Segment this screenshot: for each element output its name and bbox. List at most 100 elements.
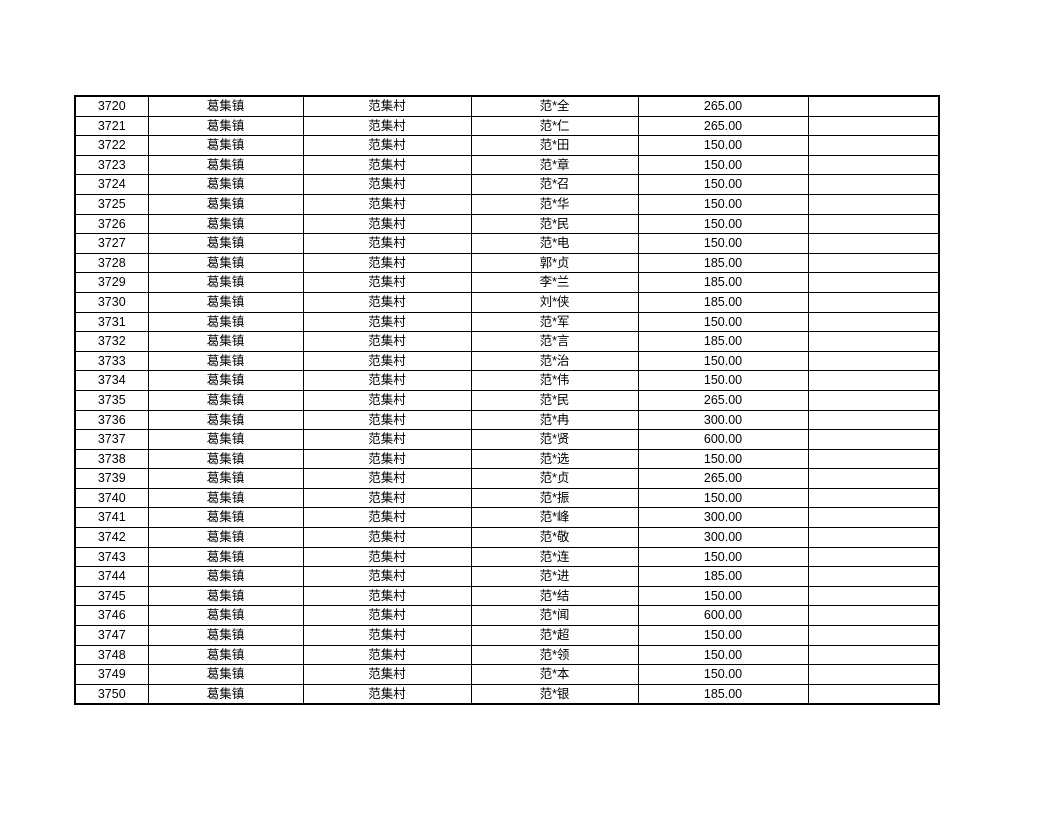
cell-town: 葛集镇	[147, 429, 304, 450]
cell-note	[807, 291, 940, 313]
cell-amount: 300.00	[637, 507, 809, 529]
cell-person-name: 范*章	[470, 154, 639, 176]
cell-amount: 150.00	[637, 311, 809, 333]
cell-person-name: 刘*侠	[470, 291, 639, 313]
cell-village: 范集村	[302, 389, 472, 411]
cell-serial-number: 3748	[74, 644, 149, 666]
cell-person-name: 范*贤	[470, 429, 639, 450]
cell-amount: 150.00	[637, 370, 809, 391]
cell-village: 范集村	[302, 546, 472, 568]
cell-serial-number: 3723	[74, 154, 149, 176]
cell-amount: 265.00	[637, 468, 809, 489]
table-row: 3738 葛集镇 范集村 范*选 150.00	[74, 448, 940, 470]
cell-serial-number: 3745	[74, 585, 149, 607]
cell-person-name: 范*连	[470, 546, 639, 568]
cell-serial-number: 3720	[74, 95, 149, 117]
cell-town: 葛集镇	[147, 370, 304, 391]
cell-village: 范集村	[302, 350, 472, 372]
cell-amount: 265.00	[637, 115, 809, 137]
cell-village: 范集村	[302, 291, 472, 313]
cell-person-name: 李*兰	[470, 272, 639, 293]
cell-person-name: 范*领	[470, 644, 639, 666]
cell-town: 葛集镇	[147, 95, 304, 117]
cell-village: 范集村	[302, 311, 472, 333]
cell-town: 葛集镇	[147, 213, 304, 235]
cell-village: 范集村	[302, 233, 472, 254]
cell-note	[807, 507, 940, 529]
cell-serial-number: 3724	[74, 174, 149, 195]
cell-note	[807, 683, 940, 705]
cell-person-name: 范*进	[470, 566, 639, 587]
cell-person-name: 范*振	[470, 487, 639, 509]
payments-table-container: 3720 葛集镇 范集村 范*全 265.00 3721 葛集镇 范集村 范*仁…	[74, 95, 940, 706]
cell-town: 葛集镇	[147, 193, 304, 215]
cell-amount: 300.00	[637, 527, 809, 548]
cell-serial-number: 3732	[74, 331, 149, 352]
table-row: 3726 葛集镇 范集村 范*民 150.00	[74, 213, 940, 235]
table-row: 3743 葛集镇 范集村 范*连 150.00	[74, 546, 940, 568]
cell-person-name: 范*治	[470, 350, 639, 372]
cell-serial-number: 3731	[74, 311, 149, 333]
cell-village: 范集村	[302, 115, 472, 137]
cell-village: 范集村	[302, 95, 472, 117]
cell-note	[807, 389, 940, 411]
cell-note	[807, 468, 940, 489]
cell-village: 范集村	[302, 272, 472, 293]
cell-note	[807, 487, 940, 509]
table-row: 3740 葛集镇 范集村 范*振 150.00	[74, 487, 940, 509]
table-body: 3720 葛集镇 范集村 范*全 265.00 3721 葛集镇 范集村 范*仁…	[74, 95, 940, 705]
cell-town: 葛集镇	[147, 331, 304, 352]
cell-serial-number: 3728	[74, 252, 149, 274]
table-row: 3735 葛集镇 范集村 范*民 265.00	[74, 389, 940, 411]
table-row: 3728 葛集镇 范集村 郭*贞 185.00	[74, 252, 940, 274]
cell-note	[807, 154, 940, 176]
cell-town: 葛集镇	[147, 507, 304, 529]
cell-note	[807, 566, 940, 587]
cell-person-name: 范*峰	[470, 507, 639, 529]
cell-village: 范集村	[302, 448, 472, 470]
cell-amount: 150.00	[637, 233, 809, 254]
cell-village: 范集村	[302, 644, 472, 666]
cell-serial-number: 3743	[74, 546, 149, 568]
cell-person-name: 范*召	[470, 174, 639, 195]
cell-amount: 150.00	[637, 213, 809, 235]
cell-village: 范集村	[302, 566, 472, 587]
cell-village: 范集村	[302, 527, 472, 548]
cell-village: 范集村	[302, 468, 472, 489]
cell-village: 范集村	[302, 193, 472, 215]
cell-note	[807, 233, 940, 254]
table-row: 3731 葛集镇 范集村 范*军 150.00	[74, 311, 940, 333]
cell-village: 范集村	[302, 135, 472, 156]
cell-serial-number: 3750	[74, 683, 149, 705]
table-row: 3746 葛集镇 范集村 范*闻 600.00	[74, 605, 940, 627]
cell-town: 葛集镇	[147, 448, 304, 470]
cell-amount: 150.00	[637, 135, 809, 156]
cell-town: 葛集镇	[147, 468, 304, 489]
table-row: 3730 葛集镇 范集村 刘*侠 185.00	[74, 291, 940, 313]
cell-town: 葛集镇	[147, 487, 304, 509]
cell-amount: 185.00	[637, 683, 809, 705]
cell-town: 葛集镇	[147, 527, 304, 548]
cell-serial-number: 3747	[74, 625, 149, 646]
cell-person-name: 范*全	[470, 95, 639, 117]
cell-amount: 150.00	[637, 625, 809, 646]
cell-town: 葛集镇	[147, 115, 304, 137]
cell-town: 葛集镇	[147, 291, 304, 313]
cell-town: 葛集镇	[147, 389, 304, 411]
table-row: 3741 葛集镇 范集村 范*峰 300.00	[74, 507, 940, 529]
cell-village: 范集村	[302, 605, 472, 627]
cell-person-name: 范*敬	[470, 527, 639, 548]
cell-town: 葛集镇	[147, 233, 304, 254]
cell-note	[807, 429, 940, 450]
payments-table: 3720 葛集镇 范集村 范*全 265.00 3721 葛集镇 范集村 范*仁…	[74, 95, 940, 706]
cell-serial-number: 3730	[74, 291, 149, 313]
cell-person-name: 范*超	[470, 625, 639, 646]
cell-serial-number: 3727	[74, 233, 149, 254]
cell-note	[807, 252, 940, 274]
cell-town: 葛集镇	[147, 311, 304, 333]
cell-person-name: 范*仁	[470, 115, 639, 137]
cell-amount: 185.00	[637, 331, 809, 352]
cell-note	[807, 664, 940, 685]
cell-village: 范集村	[302, 409, 472, 431]
